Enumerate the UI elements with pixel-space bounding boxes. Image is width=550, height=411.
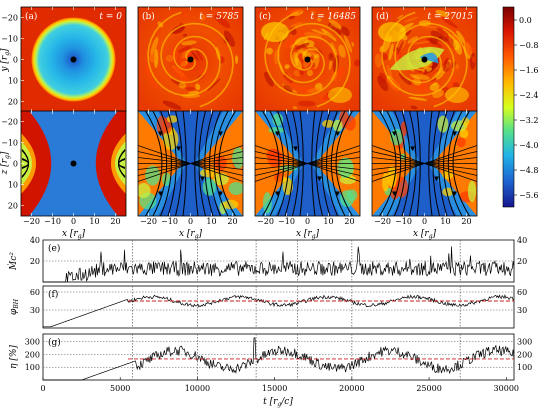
ts-x-tick: 5000 [110, 384, 130, 393]
panel-time: t = 27015 [427, 12, 473, 22]
panel-label: (d) [376, 11, 389, 22]
ts-x-tick: 25000 [416, 384, 441, 393]
x-axis-label: x [rg] [62, 229, 86, 240]
ts-tick-right: 200 [517, 350, 532, 359]
ts-x-tick: 10000 [185, 384, 210, 393]
ts-panel-label: (f) [48, 289, 58, 300]
ts-x-tick: 20000 [339, 384, 364, 393]
panel-top-3: (d) t = 27015 [371, 6, 478, 113]
colorbar-tick: −1.6 [519, 66, 538, 75]
colorbar-tick: −0.8 [519, 41, 538, 50]
y-tick: −20 [1, 14, 18, 23]
timeseries-panel-0: 40 40 20 20 (e) Ṁc² [7, 236, 527, 283]
timeseries-panel-2: 300 300 200 200 100 100 (g) η [%] [9, 333, 532, 381]
y-tick: 0 [13, 56, 18, 65]
ts-tick-left: 60 [30, 288, 40, 297]
colorbar-tick: −2.4 [519, 91, 538, 100]
y-tick: 10 [8, 77, 18, 86]
x-tick: 10 [323, 217, 333, 226]
ts-x-label: t [rg/c] [263, 397, 293, 408]
x-tick: 20 [344, 217, 354, 226]
x-tick: 20 [227, 217, 237, 226]
x-tick: 0 [188, 217, 193, 226]
colorbar-tick: −5.6 [519, 191, 538, 200]
panel-top-1: (b) t = 5785 [137, 6, 244, 113]
colorbar: 0.0 −0.8 −1.6 −2.4 −3.2 −4.0 −4.8 −5.6 [502, 6, 538, 208]
timeseries-panel-1: 60 60 30 30 (f) φBH [9, 285, 527, 329]
z-axis-label: z [rg] [0, 151, 11, 175]
panel-bottom-0 [20, 110, 127, 217]
panel-label: (a) [25, 11, 37, 22]
x-tick: −20 [140, 217, 157, 226]
y-axis-label: y [rg] [0, 48, 11, 73]
z-tick: 0 [13, 160, 18, 169]
x-tick: 0 [71, 217, 76, 226]
ts-tick-right: 100 [517, 363, 532, 372]
z-tick: −10 [1, 139, 18, 148]
x-tick: 0 [422, 217, 427, 226]
panel-bottom-2 [254, 110, 361, 217]
ts-tick-right: 30 [517, 306, 527, 315]
x-tick: −10 [44, 217, 61, 226]
x-tick: −20 [257, 217, 274, 226]
panel-bottom-3 [371, 110, 478, 217]
colorbar-tick: 0.0 [519, 16, 532, 25]
ts-ylabel: φBH [9, 298, 20, 315]
ts-panel-label: (g) [48, 337, 61, 348]
z-tick: −20 [1, 118, 18, 127]
panel-label: (b) [142, 11, 155, 22]
panel-top-2: (c) t = 16485 [254, 6, 361, 113]
panel-top-0: (a) t = 0 [20, 6, 127, 113]
x-axis-label: x [rg] [179, 229, 203, 240]
ts-tick-left: 200 [25, 350, 40, 359]
x-tick: −10 [278, 217, 295, 226]
ts-tick-left: 40 [30, 236, 40, 245]
image-axis-labels: y [rg] z [rg] [0, 48, 11, 175]
colorbar-tick: −4.8 [519, 166, 538, 175]
ts-tick-right: 40 [517, 236, 527, 245]
x-tick: −20 [23, 217, 40, 226]
ts-x-axis: 0 5000 10000 15000 20000 25000 30000 t [rg/c] [40, 377, 519, 408]
panel-time: t = 5785 [199, 12, 239, 22]
ts-panel-label: (e) [48, 243, 60, 254]
x-tick: 10 [206, 217, 216, 226]
x-tick: 20 [110, 217, 120, 226]
z-tick: 10 [8, 181, 18, 190]
colorbar-tick: −4.0 [519, 141, 538, 150]
ts-tick-right: 20 [517, 257, 527, 266]
x-tick: 0 [305, 217, 310, 226]
ts-tick-right: 300 [517, 338, 532, 347]
x-tick: 20 [461, 217, 471, 226]
ts-ylabel: Ṁc² [7, 252, 19, 271]
x-axis-label: x [rg] [296, 229, 320, 240]
ts-x-tick: 15000 [262, 384, 287, 393]
x-tick: −10 [161, 217, 178, 226]
ts-tick-left: 20 [30, 257, 40, 266]
panel-time: t = 0 [99, 12, 122, 22]
z-tick: 20 [8, 202, 18, 211]
ts-tick-left: 300 [25, 338, 40, 347]
x-tick: −10 [395, 217, 412, 226]
ts-tick-left: 100 [25, 363, 40, 372]
x-tick: −20 [374, 217, 391, 226]
y-tick: 20 [8, 98, 18, 107]
y-tick: −10 [1, 35, 18, 44]
ts-tick-right: 60 [517, 288, 527, 297]
ts-x-tick: 0 [40, 384, 45, 393]
x-tick: 10 [440, 217, 450, 226]
panel-label: (c) [259, 11, 271, 22]
panel-bottom-1 [137, 110, 244, 217]
x-tick: 10 [89, 217, 99, 226]
panel-time: t = 16485 [310, 12, 356, 22]
ts-ylabel: η [%] [9, 345, 19, 369]
ts-tick-left: 30 [30, 306, 40, 315]
ts-x-tick: 30000 [494, 384, 519, 393]
x-axis-label: x [rg] [413, 229, 437, 240]
colorbar-tick: −3.2 [519, 116, 538, 125]
